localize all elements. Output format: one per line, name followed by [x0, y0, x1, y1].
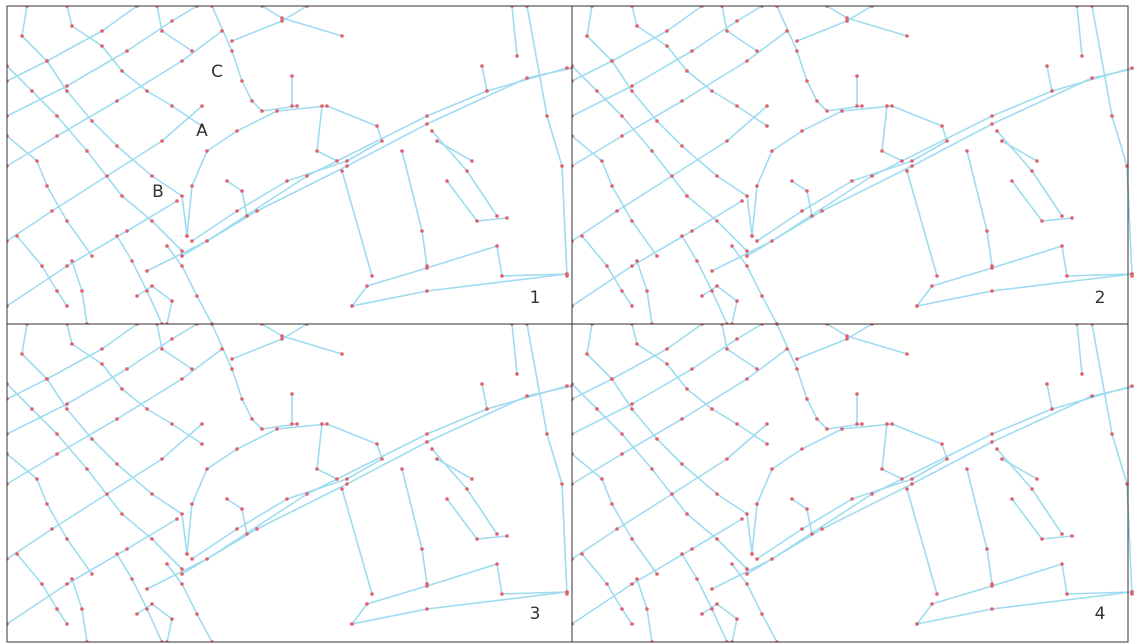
network-view: [572, 6, 1134, 324]
annotation: C: [211, 62, 223, 82]
panel: 3: [6, 323, 573, 643]
panel: 2: [571, 5, 1134, 325]
panel-frame: [571, 5, 1129, 325]
panel-frame: [571, 323, 1129, 643]
panel-frame: [6, 323, 573, 643]
panel: 1 C A B: [6, 5, 573, 325]
panel-label: 2: [1095, 288, 1106, 308]
network-view: [7, 6, 572, 324]
panel: 4: [571, 323, 1134, 643]
network-view: [7, 324, 572, 642]
annotation: A: [196, 121, 208, 141]
network-view: [572, 324, 1134, 642]
panel-label: 1: [530, 288, 541, 308]
panel-frame: [6, 5, 573, 325]
panel-label: 4: [1095, 604, 1106, 624]
panel-label: 3: [530, 604, 541, 624]
annotation: B: [152, 182, 164, 202]
